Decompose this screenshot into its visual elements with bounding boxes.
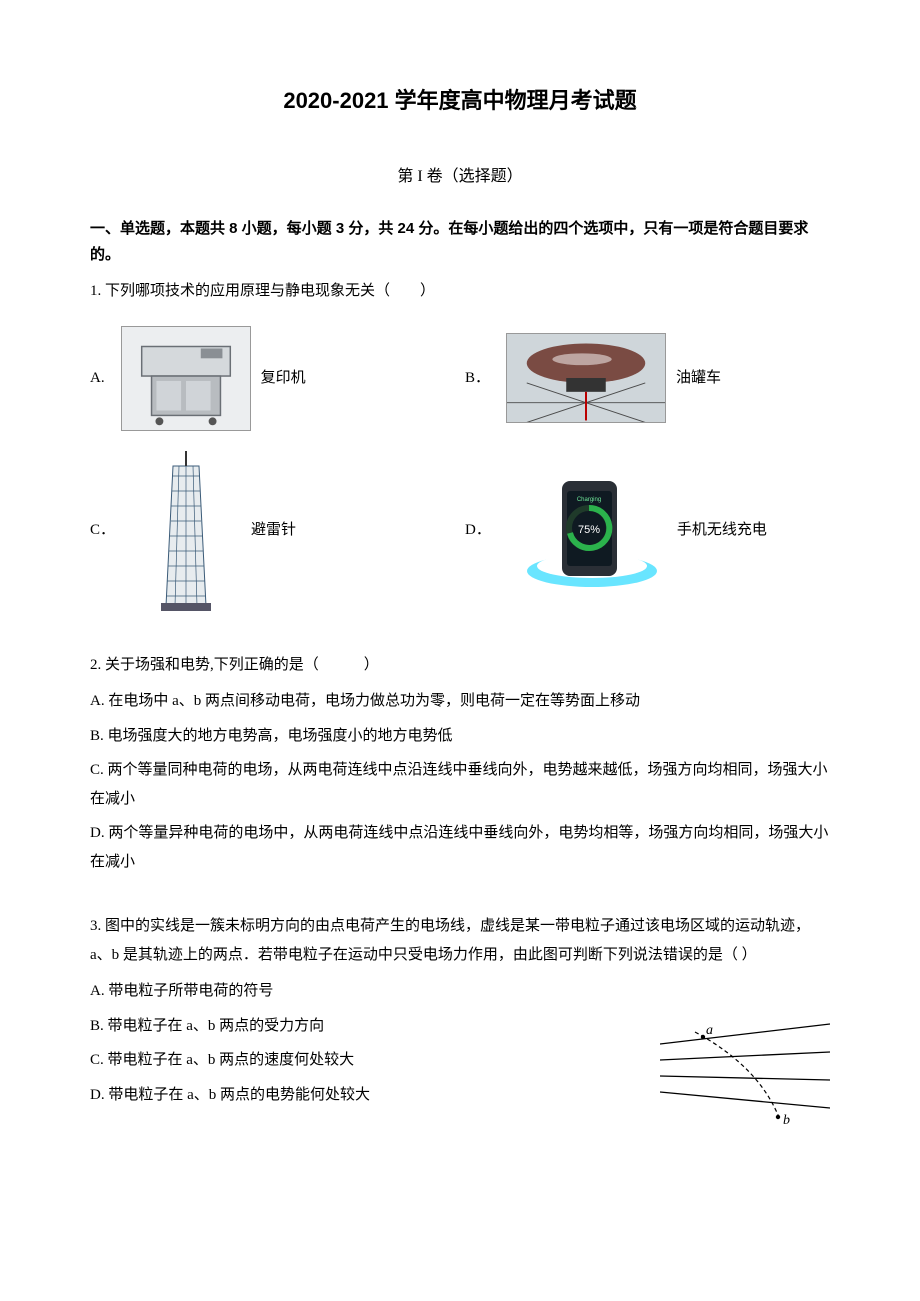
q3-stem: 3. 图中的实线是一簇未标明方向的由点电荷产生的电场线，虚线是某一带电粒子通过该… xyxy=(90,912,830,969)
q1-B-caption: 油罐车 xyxy=(676,364,721,393)
q1-row-1: A. 复印机 B． xyxy=(90,326,830,431)
q2-option-C: C. 两个等量同种电荷的电场，从两电荷连线中点沿连线中垂线向外，电势越来越低，场… xyxy=(90,756,830,813)
q3-option-A: A. 带电粒子所带电荷的符号 xyxy=(90,977,830,1006)
section-instructions: 一、单选题，本题共 8 小题，每小题 3 分，共 24 分。在每小题给出的四个选… xyxy=(90,216,830,267)
q1-option-B: B． 油罐车 xyxy=(465,333,830,423)
q1-C-image xyxy=(131,451,241,611)
q1-stem: 1. 下列哪项技术的应用原理与静电现象无关（ ） xyxy=(90,277,830,306)
spacer xyxy=(90,882,830,912)
q1-D-letter: D． xyxy=(465,516,491,545)
section-label: 第 I 卷（选择题） xyxy=(90,162,830,192)
q2-stem: 2. 关于场强和电势,下列正确的是（ ） xyxy=(90,651,830,680)
svg-text:a: a xyxy=(706,1023,713,1038)
q1-A-image xyxy=(121,326,251,431)
q1-option-D: D． 75% Charging 手机无线充电 xyxy=(465,471,830,591)
field-lines-icon: a b xyxy=(660,1022,830,1132)
q1-option-A: A. 复印机 xyxy=(90,326,455,431)
q1-row-2: C． xyxy=(90,451,830,611)
skyscraper-icon xyxy=(131,451,241,611)
q1-D-image: 75% Charging xyxy=(507,471,667,591)
svg-text:b: b xyxy=(783,1113,790,1128)
svg-text:Charging: Charging xyxy=(577,497,601,503)
q1-B-letter: B． xyxy=(465,364,490,393)
q2-option-A: A. 在电场中 a、b 两点间移动电荷，电场力做总功为零，则电荷一定在等势面上移… xyxy=(90,687,830,716)
q3-block: 3. 图中的实线是一簇未标明方向的由点电荷产生的电场线，虚线是某一带电粒子通过该… xyxy=(90,912,830,1109)
svg-text:75%: 75% xyxy=(578,524,600,536)
q1-A-letter: A. xyxy=(90,364,105,393)
q3-figure: a b xyxy=(660,1022,830,1132)
tanker-icon xyxy=(507,333,665,423)
exam-title: 2020-2021 学年度高中物理月考试题 xyxy=(90,80,830,122)
q1-D-caption: 手机无线充电 xyxy=(677,516,767,545)
q1-C-letter: C． xyxy=(90,516,115,545)
q2-option-B: B. 电场强度大的地方电势高，电场强度小的地方电势低 xyxy=(90,722,830,751)
q1-B-image xyxy=(506,333,666,423)
q1-C-caption: 避雷针 xyxy=(251,516,296,545)
q2-option-D: D. 两个等量异种电荷的电场中，从两电荷连线中点沿连线中垂线向外，电势均相等，场… xyxy=(90,819,830,876)
q1-A-caption: 复印机 xyxy=(261,364,306,393)
q1-option-C: C． xyxy=(90,451,455,611)
photocopier-icon xyxy=(122,326,250,431)
wireless-charging-icon: 75% Charging xyxy=(507,471,667,591)
